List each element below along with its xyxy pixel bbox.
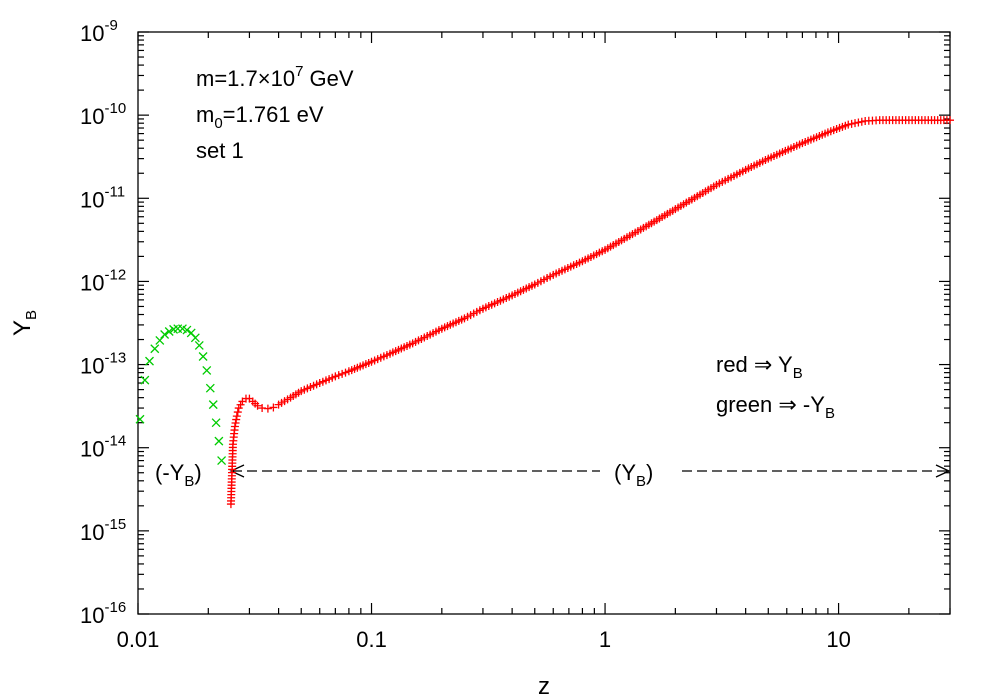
y-axis-title: YB [9,310,40,336]
y-tick-label: 10-14 [80,433,126,462]
data-point-plus [334,371,343,380]
data-point-plus [844,120,853,129]
data-point-cross [198,352,208,361]
x-axis-title: z [538,673,550,700]
y-tick-label: 10-10 [80,100,126,129]
data-point-cross [211,418,221,428]
y-tick-label: 10-9 [80,17,118,46]
data-point-plus [854,118,863,127]
x-tick-label: 1 [599,627,611,652]
series-positive-yb [226,116,954,509]
data-point-plus [847,119,856,128]
data-point-plus [857,117,866,126]
data-point-cross [160,330,170,339]
x-axis: 0.01 0.1 1 10 [117,32,951,652]
y-tick-label: 10-12 [80,266,126,295]
data-point-plus [851,119,860,128]
y-tick-label: 10-15 [80,516,126,545]
data-point-plus [253,401,262,410]
data-point-cross [208,400,218,410]
series-negative-yb [135,324,227,466]
data-point-cross [155,335,165,345]
data-point-cross [194,340,204,350]
legend-red: red ⇒ YB [716,352,803,382]
x-tick-label: 10 [826,627,850,652]
y-axis: 10-16 10-15 10-14 10-13 10-12 10-11 10-10 10-9 [80,17,950,628]
data-point-cross [217,456,227,466]
data-point-plus [232,412,241,421]
param-mass: m=1.7×107 GeV [196,63,354,91]
series-layer [135,116,954,509]
param-m0: m0=1.761 eV [196,102,324,132]
region-arrows [229,464,951,478]
data-point-plus [263,404,272,413]
arrow-head-right [935,464,951,478]
legend-green: green ⇒ -YB [716,392,835,422]
data-point-plus [341,368,350,377]
plot-frame [137,31,951,615]
data-point-cross [202,365,212,375]
data-point-cross [150,344,160,354]
data-point-cross [182,325,192,335]
data-point-plus [233,408,242,417]
region-label-negative: (-YB) [155,460,202,490]
region-label-positive: (YB) [614,460,653,490]
data-point-cross [190,333,200,343]
data-point-cross [164,327,174,336]
data-point-cross [145,356,154,366]
y-tick-label: 10-11 [80,183,125,212]
y-tick-label: 10-16 [80,599,126,628]
data-point-plus [269,403,278,412]
data-point-cross [205,383,215,393]
data-point-plus [331,372,340,381]
param-set: set 1 [196,138,244,163]
data-point-plus [338,369,347,378]
data-point-cross [135,414,145,424]
y-tick-label: 10-13 [80,350,126,379]
x-tick-label: 0.01 [117,627,160,652]
x-tick-label: 0.1 [356,627,387,652]
data-point-cross [214,436,224,446]
data-point-cross [140,375,150,385]
arrow-head-left [229,464,245,478]
data-point-plus [946,116,954,125]
